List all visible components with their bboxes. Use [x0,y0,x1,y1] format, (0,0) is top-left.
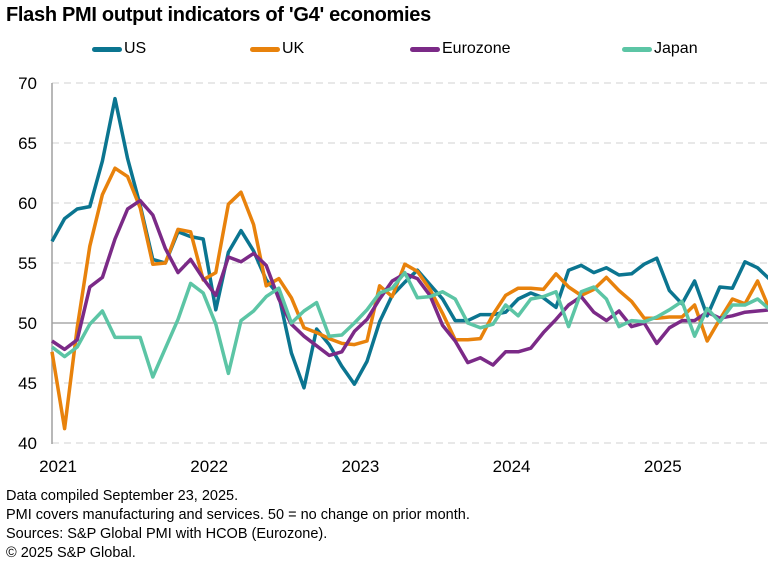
legend-item-uk: UK [250,40,304,58]
series-line-eurozone [51,198,768,367]
legend-item-us: US [92,40,146,58]
x-tick-label: 2021 [39,457,77,476]
note-sources: Sources: S&P Global PMI with HCOB (Euroz… [6,526,328,542]
x-tick-label: 2022 [190,457,228,476]
legend-swatch-uk [250,46,280,52]
y-tick-label: 60 [18,194,37,213]
legend-label-japan: Japan [654,40,698,57]
note-data-compiled: Data compiled September 23, 2025. [6,488,239,504]
series-line-japan [50,270,768,379]
y-tick-label: 55 [18,254,37,273]
series-line-us [50,96,768,390]
legend-swatch-japan [622,46,652,52]
x-tick-label: 2023 [341,457,379,476]
x-tick-label: 2024 [493,457,531,476]
y-tick-label: 45 [18,374,37,393]
x-tick-label: 2025 [644,457,682,476]
legend-label-us: US [124,40,147,57]
y-tick-label: 40 [18,434,37,453]
series-lines [50,96,768,431]
legend: US UK Eurozone Japan [0,40,768,64]
chart-title: Flash PMI output indicators of 'G4' econ… [6,4,431,26]
y-tick-label: 70 [18,74,37,93]
legend-item-japan: Japan [622,40,698,58]
legend-swatch-us [92,46,122,52]
legend-label-eurozone: Eurozone [442,40,511,57]
y-axis-ticks: 40 45 50 55 60 65 70 [18,74,37,453]
y-tick-label: 65 [18,134,37,153]
series-line-uk [50,166,768,431]
note-pmi-coverage: PMI covers manufacturing and services. 5… [6,507,470,523]
x-axis-ticks: 2021 2022 2023 2024 2025 [39,457,682,476]
gridlines [52,82,768,444]
legend-item-eurozone: Eurozone [410,40,511,58]
y-tick-label: 50 [18,314,37,333]
line-chart: 40 45 50 55 60 65 70 2021 2022 2023 2024 2025 [18,74,768,476]
note-copyright: © 2025 S&P Global. [6,545,136,561]
footnotes: Data compiled September 23, 2025. PMI co… [6,487,470,563]
legend-swatch-eurozone [410,46,440,52]
legend-label-uk: UK [282,40,305,57]
